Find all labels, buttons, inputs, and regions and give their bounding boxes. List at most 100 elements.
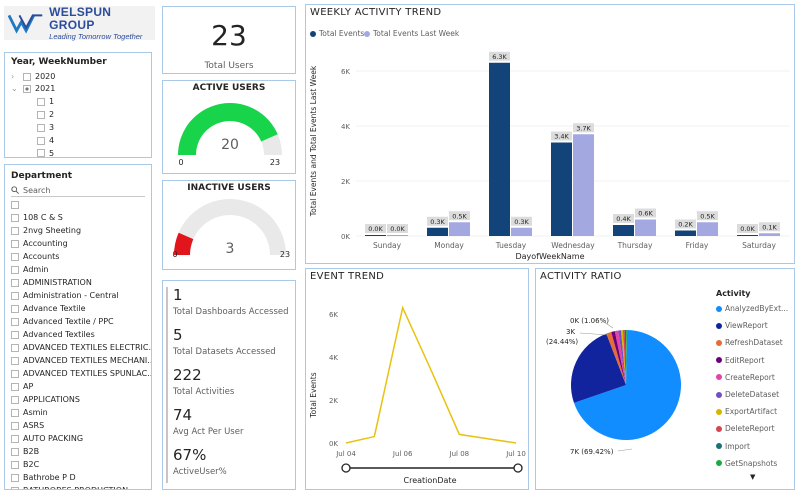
legend-item[interactable]: RefreshDataset bbox=[716, 338, 783, 347]
kpi-dashboards-value: 1 bbox=[173, 286, 183, 304]
department-select-all[interactable] bbox=[11, 201, 19, 209]
legend-item[interactable]: ViewReport bbox=[716, 321, 768, 330]
checkbox[interactable] bbox=[11, 343, 19, 352]
week-item-4[interactable]: 4 bbox=[37, 136, 54, 145]
department-item[interactable]: Advanced Textiles bbox=[11, 330, 95, 339]
legend-label: Total Events bbox=[319, 29, 365, 38]
checkbox[interactable] bbox=[11, 421, 19, 430]
department-item[interactable]: ASRS bbox=[11, 421, 44, 430]
pie-slice-deletereport bbox=[623, 330, 626, 385]
department-item[interactable]: AUTO PACKING bbox=[11, 434, 83, 443]
legend-item[interactable]: EditReport bbox=[716, 356, 764, 365]
checkbox[interactable] bbox=[11, 473, 19, 482]
checkbox[interactable] bbox=[11, 252, 19, 261]
legend-total-events[interactable]: Total Events bbox=[310, 29, 364, 38]
data-label-bg bbox=[511, 216, 532, 226]
department-item[interactable]: Admin bbox=[11, 265, 49, 274]
department-item[interactable]: Bathrobe P D bbox=[11, 473, 76, 482]
department-item[interactable]: Advance Textile bbox=[11, 304, 86, 313]
checkbox[interactable] bbox=[11, 434, 19, 443]
checkbox[interactable] bbox=[11, 369, 19, 378]
data-label: 3.7K bbox=[576, 124, 591, 132]
checkbox[interactable] bbox=[37, 110, 45, 119]
weekly-activity-chart: WEEKLY ACTIVITY TREND Total Events Total… bbox=[305, 4, 795, 264]
checkbox-partial[interactable] bbox=[23, 84, 31, 93]
checkbox[interactable] bbox=[11, 213, 19, 222]
legend-more-arrow[interactable]: ▼ bbox=[750, 473, 756, 481]
checkbox[interactable] bbox=[11, 239, 19, 248]
department-item[interactable]: AP bbox=[11, 382, 33, 391]
department-item[interactable]: 108 C & S bbox=[11, 213, 63, 222]
legend-item[interactable]: AnalyzedByExt... bbox=[716, 304, 788, 313]
checkbox[interactable] bbox=[11, 201, 19, 209]
logo-name: WELSPUN GROUP bbox=[49, 4, 112, 32]
checkbox[interactable] bbox=[11, 395, 19, 404]
checkbox[interactable] bbox=[11, 291, 19, 300]
week-item-5[interactable]: 5 bbox=[37, 149, 54, 157]
department-item[interactable]: ADVANCED TEXTILES ELECTRIC... bbox=[11, 343, 151, 352]
department-item[interactable]: B2B bbox=[11, 447, 39, 456]
bar-total-events bbox=[489, 62, 510, 236]
week-item-3[interactable]: 3 bbox=[37, 123, 54, 132]
checkbox[interactable] bbox=[11, 356, 19, 365]
checkbox[interactable] bbox=[11, 304, 19, 313]
trend-yticks: 0K 2K 4K 6K bbox=[329, 311, 338, 448]
year-item-2021[interactable]: ⌄ 2021 bbox=[11, 84, 55, 93]
legend-item[interactable]: CreateReport bbox=[716, 373, 775, 382]
checkbox[interactable] bbox=[11, 265, 19, 274]
legend-item[interactable]: GetSnapshots bbox=[716, 459, 777, 468]
checkbox[interactable] bbox=[11, 447, 19, 456]
department-item[interactable]: Accounts bbox=[11, 252, 59, 261]
checkbox[interactable] bbox=[11, 460, 19, 469]
checkbox[interactable] bbox=[37, 149, 45, 157]
week-item-2[interactable]: 2 bbox=[37, 110, 54, 119]
department-label: Accounts bbox=[23, 252, 60, 261]
expand-icon[interactable]: › bbox=[11, 72, 15, 81]
department-item[interactable]: BATHROBES PRODUCTION bbox=[11, 486, 128, 489]
week-item-1[interactable]: 1 bbox=[37, 97, 54, 106]
legend-dot bbox=[716, 339, 722, 346]
total-users-card: 23 Total Users bbox=[162, 6, 296, 74]
department-item[interactable]: Asmin bbox=[11, 408, 48, 417]
department-item[interactable]: Accounting bbox=[11, 239, 68, 248]
collapse-icon[interactable]: ⌄ bbox=[11, 84, 18, 93]
kpi-avg-act-label: Avg Act Per User bbox=[173, 427, 244, 437]
x-tick-label: Thursday bbox=[617, 241, 653, 250]
year-item-2020[interactable]: › 2020 bbox=[11, 72, 55, 81]
legend-item[interactable]: Import bbox=[716, 442, 750, 451]
department-item[interactable]: B2C bbox=[11, 460, 39, 469]
checkbox[interactable] bbox=[23, 72, 31, 81]
checkbox[interactable] bbox=[11, 330, 19, 339]
department-item[interactable]: Administration - Central bbox=[11, 291, 119, 300]
x-tick-label: Jul 06 bbox=[392, 450, 413, 458]
checkbox[interactable] bbox=[37, 123, 45, 132]
legend-total-events-last-week[interactable]: Total Events Last Week bbox=[364, 29, 459, 38]
department-item[interactable]: Advanced Textile / PPC bbox=[11, 317, 114, 326]
weekly-xlabel: DayofWeekName bbox=[515, 252, 584, 261]
legend-item[interactable]: DeleteReport bbox=[716, 424, 775, 433]
trend-ylabel: Total Events bbox=[309, 372, 318, 418]
checkbox[interactable] bbox=[11, 226, 19, 235]
department-item[interactable]: ADMINISTRATION bbox=[11, 278, 92, 287]
department-item[interactable]: ADVANCED TEXTILES MECHANI... bbox=[11, 356, 151, 365]
department-item[interactable]: APPLICATIONS bbox=[11, 395, 80, 404]
checkbox[interactable] bbox=[11, 382, 19, 391]
legend-item[interactable]: ExportArtifact bbox=[716, 407, 777, 416]
event-trend-chart: EVENT TREND Total Events CreationDate 0K… bbox=[305, 268, 529, 490]
checkbox[interactable] bbox=[11, 486, 19, 489]
checkbox[interactable] bbox=[11, 408, 19, 417]
bar-total-events bbox=[365, 235, 386, 236]
checkbox[interactable] bbox=[11, 278, 19, 287]
checkbox[interactable] bbox=[37, 97, 45, 106]
checkbox[interactable] bbox=[11, 317, 19, 326]
department-item[interactable]: 2nvg Sheeting bbox=[11, 226, 81, 235]
legend-item[interactable]: DeleteDataset bbox=[716, 390, 779, 399]
department-item[interactable]: ADVANCED TEXTILES SPUNLAC... bbox=[11, 369, 151, 378]
pie-label-analyzed: 7K (69.42%) bbox=[570, 448, 614, 456]
kpi-datasets-value: 5 bbox=[173, 326, 183, 344]
department-search[interactable]: Search bbox=[11, 184, 145, 197]
department-label: Advanced Textiles bbox=[23, 330, 95, 339]
legend-dot bbox=[716, 374, 722, 381]
checkbox[interactable] bbox=[37, 136, 45, 145]
welspun-logo: WELSPUN GROUP Leading Tomorrow Together bbox=[4, 4, 155, 41]
